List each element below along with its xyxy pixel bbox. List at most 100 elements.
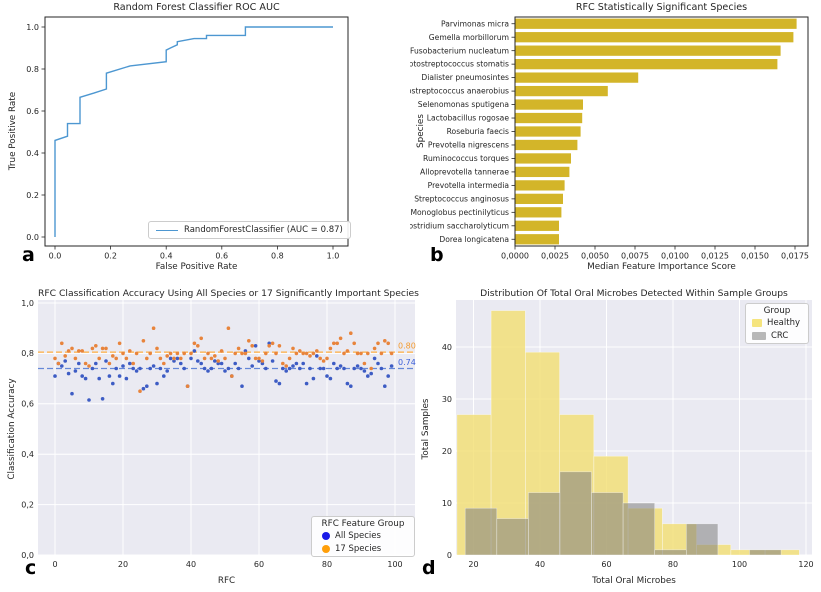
scatter-plot-area: 0 20 40 60 80 100 0,0 0,2 0,4 0,6 0,8 1,0 0.80 0.74 xyxy=(21,299,416,569)
scatter-legend-label-17: 17 Species xyxy=(335,544,382,554)
roc-legend-line-sample xyxy=(156,229,178,231)
svg-text:0.6: 0.6 xyxy=(26,107,39,116)
svg-text:0,0125: 0,0125 xyxy=(701,252,729,261)
svg-text:20: 20 xyxy=(468,560,478,569)
svg-text:0.4: 0.4 xyxy=(26,149,39,158)
svg-text:Selenomonas sputigena: Selenomonas sputigena xyxy=(418,100,509,109)
svg-text:Gemella morbillorum: Gemella morbillorum xyxy=(429,33,509,42)
svg-text:0,0000: 0,0000 xyxy=(501,252,529,261)
panel-classification-accuracy: 0 20 40 60 80 100 0,0 0,2 0,4 0,6 0,8 1,0 0.80 0.74 R… xyxy=(0,285,420,592)
panel-roc-auc: 0.0 0.2 0.4 0.6 0.8 1.0 0.0 0.2 0.4 0.6 0.8 1.0 Ran… xyxy=(0,0,410,285)
svg-text:Roseburia faecis: Roseburia faecis xyxy=(447,127,509,136)
histogram-legend-label-crc: CRC xyxy=(771,331,789,341)
histogram-legend-item-crc: CRC xyxy=(746,330,808,343)
svg-text:Prevotella intermedia: Prevotella intermedia xyxy=(428,181,509,190)
roc-legend: RandomForestClassifier (AUC = 0.87) xyxy=(148,221,351,239)
all-species-dot-icon xyxy=(322,532,330,540)
svg-text:Lactobacillus rogosae: Lactobacillus rogosae xyxy=(427,114,510,123)
svg-text:Streptococcus anginosus: Streptococcus anginosus xyxy=(414,194,509,203)
svg-text:0,6: 0,6 xyxy=(21,400,34,409)
svg-text:0.0: 0.0 xyxy=(26,233,39,242)
svg-text:Dialister pneumosintes: Dialister pneumosintes xyxy=(421,73,509,82)
histogram-title: Distribution Of Total Oral Microbes Dete… xyxy=(480,288,788,299)
svg-text:0,0150: 0,0150 xyxy=(741,252,769,261)
crc-swatch-icon xyxy=(752,332,766,340)
svg-text:0.8: 0.8 xyxy=(26,65,39,74)
svg-text:Peptostreptococcus anaerobius: Peptostreptococcus anaerobius xyxy=(410,87,509,96)
roc-plot-area: 0.0 0.2 0.4 0.6 0.8 1.0 0.0 0.2 0.4 0.6 0.8 1.0 xyxy=(26,16,349,261)
svg-text:0,0025: 0,0025 xyxy=(541,252,569,261)
svg-text:0: 0 xyxy=(52,560,57,569)
svg-text:0,4: 0,4 xyxy=(21,450,34,459)
histogram-legend-label-healthy: Healthy xyxy=(767,318,800,328)
histogram-xlabel: Total Oral Microbes xyxy=(592,576,676,586)
bar-ylabel: Species xyxy=(416,114,426,148)
svg-text:0.2: 0.2 xyxy=(26,191,39,200)
svg-text:1.0: 1.0 xyxy=(327,252,340,261)
histogram-legend-title: Group xyxy=(763,306,791,316)
svg-text:0.2: 0.2 xyxy=(104,252,117,261)
svg-text:Fusobacterium nucleatum: Fusobacterium nucleatum xyxy=(410,46,509,55)
histogram-legend-item-healthy: Healthy xyxy=(746,317,808,330)
panel-microbe-distribution: 20 40 60 80 100 120 0 10 20 30 40 Distribution Of … xyxy=(420,285,821,592)
svg-text:1,0: 1,0 xyxy=(21,299,34,308)
histogram-legend: Group Healthy CRC xyxy=(745,303,809,344)
scatter-xlabel: RFC xyxy=(217,576,236,586)
roc-xlabel: False Positive Rate xyxy=(155,262,238,272)
scatter-legend-item-17-species: 17 Species xyxy=(312,543,414,556)
svg-text:0.80: 0.80 xyxy=(398,342,416,351)
svg-text:80: 80 xyxy=(322,560,332,569)
bar-plot-area: 0,0000 0,0025 0,0050 0,0075 0,0100 0,0125 0,01… xyxy=(410,16,809,261)
svg-text:Alloprevotella tannerae: Alloprevotella tannerae xyxy=(420,168,509,177)
panel-letter-a: a xyxy=(22,244,35,266)
svg-text:100: 100 xyxy=(732,560,747,569)
panel-letter-c: c xyxy=(25,557,37,579)
svg-text:0,8: 0,8 xyxy=(21,349,34,358)
svg-text:Dorea longicatena: Dorea longicatena xyxy=(439,235,509,244)
scatter-ylabel: Classification Accuracy xyxy=(7,378,17,480)
healthy-swatch-icon xyxy=(752,319,763,327)
scatter-legend: RFC Feature Group All Species 17 Species xyxy=(311,516,415,557)
bar-title: RFC Statistically Significant Species xyxy=(575,2,748,13)
svg-text:80: 80 xyxy=(668,560,678,569)
roc-legend-label: RandomForestClassifier (AUC = 0.87) xyxy=(184,225,343,235)
svg-text:0,0075: 0,0075 xyxy=(621,252,649,261)
svg-text:100: 100 xyxy=(387,560,402,569)
panel-letter-b: b xyxy=(430,244,444,266)
svg-text:0.0: 0.0 xyxy=(49,252,62,261)
svg-text:40: 40 xyxy=(442,343,452,352)
svg-text:0.6: 0.6 xyxy=(215,252,228,261)
svg-text:30: 30 xyxy=(442,395,452,404)
roc-ylabel: True Positive Rate xyxy=(8,91,18,171)
svg-text:0,0100: 0,0100 xyxy=(661,252,689,261)
svg-text:0,0175: 0,0175 xyxy=(781,252,809,261)
svg-text:1.0: 1.0 xyxy=(26,23,39,32)
panel-species-importance: 0,0000 0,0025 0,0050 0,0075 0,0100 0,0125 0,01… xyxy=(410,0,821,285)
svg-text:40: 40 xyxy=(186,560,196,569)
svg-text:0: 0 xyxy=(447,551,452,560)
svg-text:Monoglobus pectinilyticus: Monoglobus pectinilyticus xyxy=(410,208,509,217)
svg-text:0.4: 0.4 xyxy=(160,252,173,261)
bar-xlabel: Median Feature Importance Score xyxy=(587,262,736,272)
svg-text:120: 120 xyxy=(798,560,813,569)
svg-text:10: 10 xyxy=(442,499,452,508)
svg-text:Ruminococcus torques: Ruminococcus torques xyxy=(423,154,509,163)
scatter-legend-item-all-species: All Species xyxy=(312,530,414,543)
svg-text:0,0050: 0,0050 xyxy=(581,252,609,261)
scatter-title: RFC Classification Accuracy Using All Sp… xyxy=(38,288,419,299)
svg-text:0.8: 0.8 xyxy=(271,252,284,261)
svg-text:Parvimonas micra: Parvimonas micra xyxy=(441,19,509,28)
seventeen-species-dot-icon xyxy=(322,545,330,553)
scatter-legend-label-all: All Species xyxy=(335,531,381,541)
svg-text:Peptostreptococcus stomatis: Peptostreptococcus stomatis xyxy=(410,60,509,69)
svg-text:40: 40 xyxy=(535,560,545,569)
roc-title: Random Forest Classifier ROC AUC xyxy=(113,2,280,13)
histogram-ylabel: Total Samples xyxy=(421,398,431,460)
svg-text:20: 20 xyxy=(442,447,452,456)
svg-text:0,0: 0,0 xyxy=(21,551,34,560)
svg-text:0,2: 0,2 xyxy=(21,500,34,509)
svg-text:60: 60 xyxy=(601,560,611,569)
scatter-legend-title: RFC Feature Group xyxy=(321,519,405,529)
svg-text:Prevotella nigrescens: Prevotella nigrescens xyxy=(428,141,509,150)
